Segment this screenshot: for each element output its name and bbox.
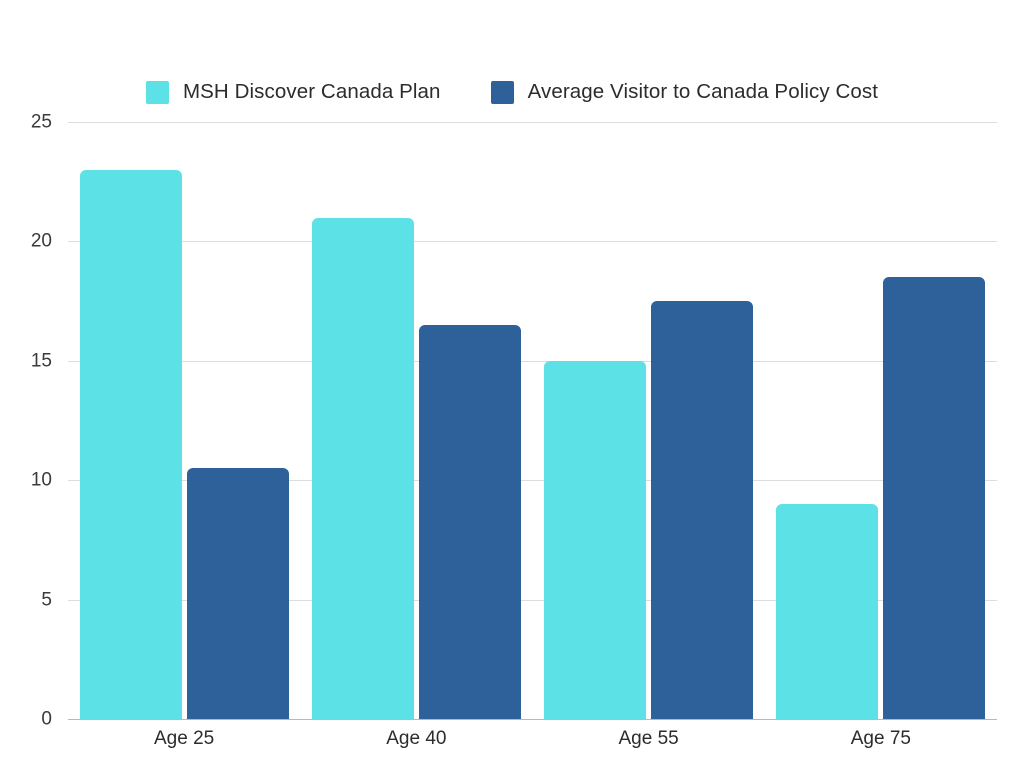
bar-series-2-age-75[interactable] [883,277,986,719]
plot-area [68,122,997,720]
bar-series-1-age-75[interactable] [776,504,879,719]
y-axis-tick-label: 5 [41,589,52,611]
legend-swatch-icon-series-2 [490,80,514,104]
axis-line-zero [68,719,997,720]
bar-series-1-age-40[interactable] [311,217,414,719]
gridline [68,480,997,482]
x-axis: Age 25 Age 40 Age 55 Age 75 [68,726,997,760]
chart-legend: MSH Discover Canada Plan Average Visitor… [0,74,1024,110]
y-axis-tick-label: 20 [30,230,52,252]
y-axis: 0 5 10 15 20 25 [0,113,52,729]
bar-series-1-age-55[interactable] [544,360,647,719]
x-axis-tick-label: Age 25 [154,728,215,749]
legend-item-series-1[interactable]: MSH Discover Canada Plan [145,79,441,104]
y-axis-tick-label: 10 [30,469,52,491]
x-axis-tick-label: Age 75 [850,728,911,749]
bar-series-1-age-25[interactable] [79,169,182,719]
bar-series-2-age-55[interactable] [651,301,754,719]
legend-label-series-1: MSH Discover Canada Plan [182,79,441,103]
bar-series-2-age-40[interactable] [418,324,521,719]
gridline [68,360,997,362]
legend-label-series-2: Average Visitor to Canada Policy Cost [527,79,879,103]
y-axis-tick-label: 15 [30,350,52,372]
gridline [68,241,997,243]
bar-group-container [68,122,997,719]
bar-series-2-age-25[interactable] [186,468,289,719]
legend-swatch-icon-series-1 [145,80,169,104]
gridline [68,122,997,123]
gridline [68,599,997,601]
x-axis-tick-label: Age 55 [618,728,679,749]
y-axis-tick-label: 0 [41,708,52,730]
y-axis-tick-label: 25 [30,111,52,133]
x-axis-tick-label: Age 40 [386,728,447,749]
legend-item-series-2[interactable]: Average Visitor to Canada Policy Cost [490,79,879,104]
